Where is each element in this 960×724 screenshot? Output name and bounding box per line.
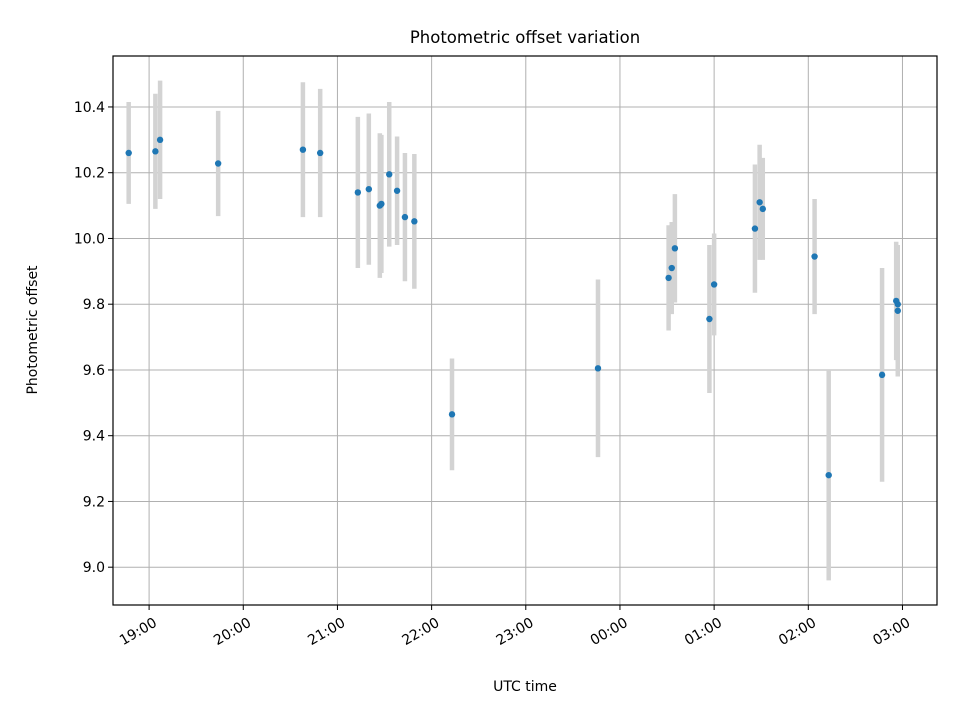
data-point <box>365 185 373 193</box>
data-point <box>378 200 385 208</box>
axes-frame <box>112 55 938 606</box>
grid <box>113 56 937 605</box>
data-point <box>299 146 307 153</box>
y-tick-label: 9.0 <box>83 560 105 576</box>
x-axis-label: UTC time <box>493 679 557 695</box>
y-tick-label: 9.8 <box>83 297 105 313</box>
data-point <box>354 189 362 196</box>
y-axis-ticks: 9.0 9.2 9.4 9.6 9.8 10.0 10.2 10.4 <box>74 100 113 576</box>
data-point <box>706 315 713 323</box>
y-tick-label: 10.2 <box>74 166 105 182</box>
data-point <box>710 281 718 288</box>
chart-title: Photometric offset variation <box>410 28 640 47</box>
data-point <box>894 307 901 314</box>
data-point <box>156 136 164 144</box>
data-point <box>825 471 832 479</box>
data-point <box>751 225 759 232</box>
data-point <box>386 171 393 178</box>
data-point <box>594 365 602 372</box>
y-axis-label: Photometric offset <box>25 265 41 395</box>
data-point <box>401 213 409 221</box>
y-tick-label: 9.6 <box>83 363 105 379</box>
data-point <box>152 148 159 155</box>
data-point <box>878 371 886 379</box>
data-point <box>448 411 456 418</box>
data-point <box>668 264 675 272</box>
y-tick-label: 10.4 <box>74 100 105 116</box>
data-point <box>759 205 766 213</box>
data-point <box>894 301 901 308</box>
data-point <box>393 187 401 194</box>
data-point <box>125 149 132 157</box>
data-point <box>316 149 324 157</box>
data-point <box>756 199 763 206</box>
data-point <box>665 274 672 282</box>
y-tick-label: 9.2 <box>83 494 105 510</box>
data-point <box>411 218 418 225</box>
data-point <box>214 160 222 167</box>
data-point <box>671 245 679 252</box>
data-point <box>811 253 818 260</box>
y-tick-label: 10.0 <box>74 231 105 247</box>
y-tick-label: 9.4 <box>83 429 105 445</box>
data-points <box>125 136 901 479</box>
